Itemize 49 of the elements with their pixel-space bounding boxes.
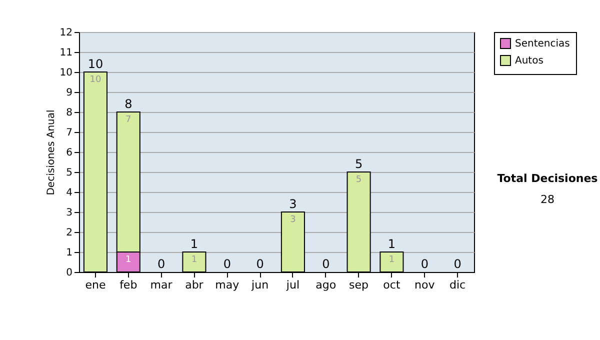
data-label: 1 [191, 255, 198, 265]
total-label: 0 [157, 257, 166, 271]
total-label: 0 [256, 257, 264, 271]
x-tick-label: abr [185, 278, 204, 292]
x-tick-label: feb [120, 278, 138, 292]
y-tick-label: 6 [66, 148, 72, 158]
data-label: 7 [126, 115, 132, 125]
x-tick-label: jul [285, 278, 300, 292]
y-tick-label: 3 [66, 208, 72, 218]
y-tick-label: 2 [66, 228, 72, 238]
total-label: 5 [354, 157, 363, 171]
y-tick-label: 11 [60, 48, 72, 58]
x-tick-label: dic [449, 278, 466, 292]
total-label: 10 [88, 57, 104, 71]
y-tick-label: 7 [66, 128, 72, 138]
x-tick-label: ago [316, 278, 336, 292]
x-tick-label: sep [349, 278, 369, 292]
y-tick-label: 4 [66, 188, 72, 198]
x-tick-label: nov [414, 278, 436, 292]
total-label: 0 [223, 257, 231, 271]
total-label: 0 [322, 257, 330, 271]
x-tick-label: jun [250, 278, 269, 292]
total-label: 0 [420, 257, 428, 271]
y-tick-label: 5 [66, 168, 72, 178]
data-label: 1 [388, 255, 395, 265]
data-label: 1 [126, 255, 132, 265]
y-axis-title: Decisiones Anual [46, 110, 57, 196]
x-tick-label: ene [85, 278, 106, 292]
y-tick-label: 12 [60, 28, 72, 38]
legend-label: Sentencias [515, 38, 570, 50]
text: Total Decisiones [496, 172, 599, 185]
data-label: 3 [290, 215, 296, 225]
data-label: 5 [356, 175, 362, 185]
x-tick-label: mar [150, 278, 173, 292]
y-tick-label: 0 [66, 268, 72, 278]
y-tick-label: 1 [66, 248, 72, 258]
y-tick-label: 9 [66, 88, 72, 98]
total-label: 1 [388, 237, 396, 251]
total-label: 0 [454, 257, 462, 271]
total-label: 3 [289, 197, 297, 211]
y-tick-label: 8 [66, 108, 72, 118]
total-label: 1 [190, 237, 198, 251]
y-tick-label: 10 [60, 68, 72, 78]
text: 28 [540, 193, 556, 206]
x-tick-label: oct [383, 278, 401, 292]
data-label: 10 [90, 75, 102, 85]
x-tick-label: may [215, 278, 240, 292]
total-label: 8 [124, 97, 132, 111]
legend-label: Autos [515, 56, 544, 66]
